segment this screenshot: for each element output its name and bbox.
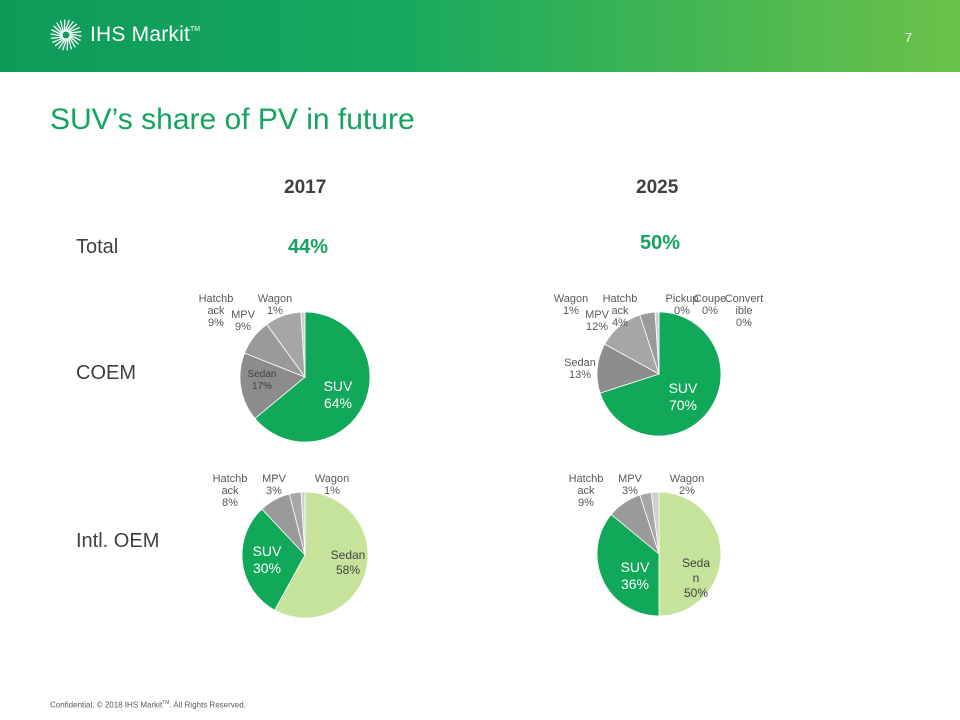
data-label-suv: SUV 36% — [620, 559, 650, 592]
logo-text: IHS Markit — [90, 23, 191, 46]
total-value-2017: 44% — [288, 236, 329, 258]
pie-slice-suv — [596, 513, 660, 617]
data-label-sedan: Sedan 17% — [247, 369, 277, 392]
pie-slice-suv — [241, 508, 306, 611]
logo-ray — [53, 25, 63, 35]
logo-ray — [64, 19, 70, 32]
logo-ray — [52, 37, 65, 43]
row-label-total: Total — [76, 236, 119, 258]
data-label-wagon: Wagon 1% — [553, 293, 589, 317]
pie-chart-coem-2025 — [596, 311, 722, 437]
data-label-suv: SUV 64% — [323, 378, 353, 411]
data-label-sedan: Sedan 13% — [564, 357, 596, 381]
data-label-hatchback: Hatchb ack 8% — [212, 473, 248, 509]
logo-ray — [60, 20, 65, 33]
column-header-2017: 2017 — [284, 177, 327, 198]
pie-chart-intl-oem-2017 — [241, 491, 369, 619]
ihs-markit-logo: IHS Markit TM — [48, 16, 200, 54]
logo-ray — [58, 38, 67, 49]
data-label-pickup: Pickup 0% — [665, 293, 699, 317]
data-label-wagon: Wagon 1% — [257, 293, 293, 317]
pie-chart-intl-oem-2025 — [596, 491, 722, 617]
pie-slice-sedan — [658, 491, 722, 617]
pie-chart-coem-2017 — [239, 311, 371, 443]
data-label-sedan: Sedan 58% — [330, 548, 366, 577]
row-label-intl-oem: Intl. OEM — [76, 530, 160, 552]
logo-ray — [50, 36, 64, 39]
page-number: 7 — [904, 30, 912, 45]
pie-slice-wagon — [650, 491, 660, 555]
footer-text: Confidential. © 2018 IHS Markit — [50, 700, 163, 710]
data-label-wagon: Wagon 2% — [669, 473, 705, 497]
logo-trademark: TM — [190, 25, 201, 33]
data-label-suv: SUV 30% — [252, 543, 282, 576]
logo-ray — [54, 37, 65, 47]
logo-ray — [67, 23, 78, 33]
footer-copyright: Confidential. © 2018 IHS MarkitTM. All R… — [50, 700, 246, 710]
logo-ray — [56, 22, 64, 34]
slide-title: SUV’s share of PV in future — [50, 103, 415, 136]
data-label-hatchback: Hatchb ack 9% — [198, 293, 234, 329]
logo-ray — [62, 38, 68, 51]
logo-ray — [50, 33, 63, 37]
pie-slice-sedan — [274, 491, 369, 619]
logo-ray — [68, 36, 76, 48]
logo-ray — [68, 31, 82, 34]
data-label-mpv: MPV 3% — [618, 473, 642, 497]
header-bar: IHS Markit TM 7 — [0, 0, 960, 72]
data-label-mpv: MPV 12% — [585, 309, 609, 333]
logo-ray — [65, 21, 74, 32]
data-label-wagon: Wagon 1% — [314, 473, 350, 497]
pie-slice-suv — [254, 311, 371, 443]
column-header-2025: 2025 — [636, 177, 679, 198]
logo-ray — [67, 27, 80, 33]
logo-ray — [69, 35, 79, 45]
row-label-coem: COEM — [76, 362, 136, 384]
data-label-mpv: MPV 9% — [231, 309, 255, 333]
pie-slice-wagon — [300, 311, 306, 378]
total-value-2025: 50% — [640, 232, 681, 254]
pie-slice-suv — [599, 311, 722, 437]
data-label-convertible: Convert ible 0% — [724, 293, 764, 329]
data-label-mpv: MPV 3% — [262, 473, 286, 497]
pie-slice-wagon — [300, 491, 306, 556]
pie-slice-sedan — [239, 352, 306, 419]
starburst-logo-icon — [50, 19, 82, 51]
pie-slice-wagon — [654, 311, 660, 375]
logo-ray — [69, 33, 82, 37]
logo-ray — [51, 29, 63, 36]
footer-trademark: TM — [162, 700, 170, 706]
data-label-hatchback: Hatchb ack 4% — [602, 293, 638, 329]
footer-text-end: . All Rights Reserved. — [169, 700, 246, 710]
data-label-hatchback: Hatchb ack 9% — [568, 473, 604, 509]
logo-ray — [69, 34, 81, 41]
data-label-sedan: Seda n 50% — [681, 556, 711, 600]
data-label-coupe: Coupe 0% — [693, 293, 727, 317]
data-label-suv: SUV 70% — [668, 380, 698, 413]
logo-ray — [67, 37, 72, 50]
